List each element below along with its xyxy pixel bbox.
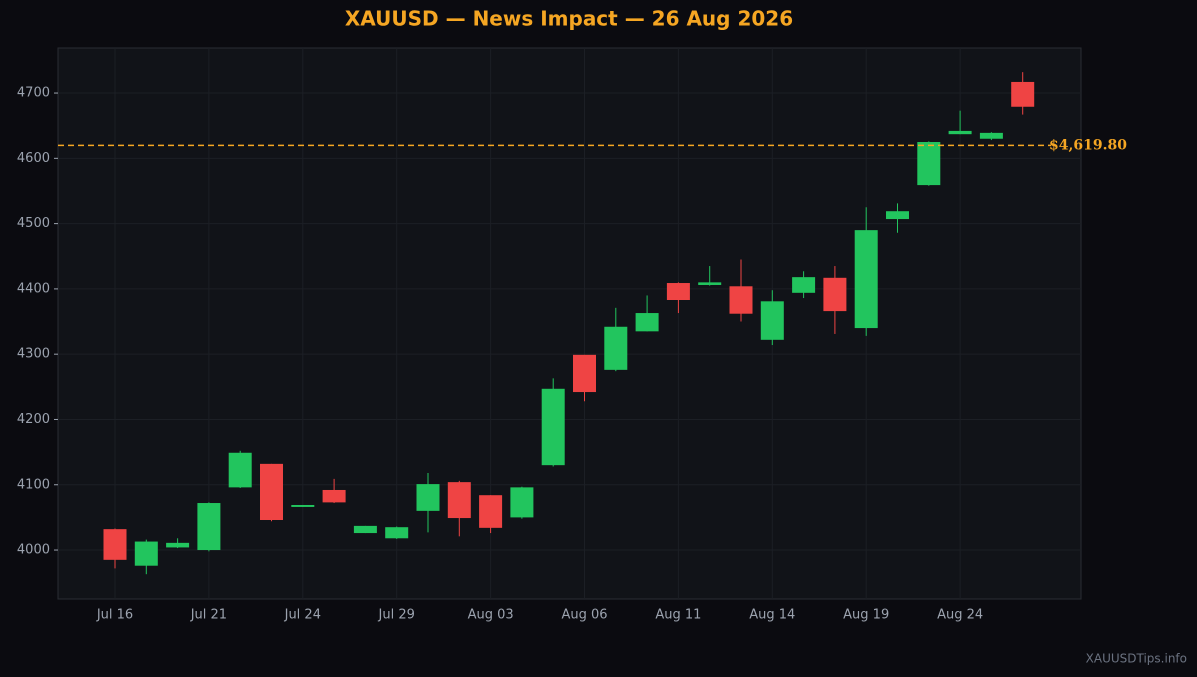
x-tick-label: Jul 29 bbox=[378, 608, 415, 623]
candle-body bbox=[228, 452, 252, 488]
candle-body bbox=[197, 503, 221, 551]
y-tick-label: 4300 bbox=[17, 347, 50, 362]
candle-body bbox=[792, 277, 816, 293]
candle-body bbox=[886, 211, 909, 220]
candle-body bbox=[666, 283, 690, 300]
candle-body bbox=[541, 388, 565, 466]
x-tick-label: Jul 16 bbox=[96, 608, 133, 623]
candle-body bbox=[385, 527, 409, 539]
candle-body bbox=[635, 313, 659, 332]
watermark: XAUUSDTips.info bbox=[1086, 652, 1187, 666]
chart-title: XAUUSD — News Impact — 26 Aug 2026 bbox=[345, 7, 793, 31]
candle-body bbox=[917, 142, 941, 186]
y-tick-label: 4200 bbox=[17, 412, 50, 427]
candle-body bbox=[979, 132, 1003, 139]
candle-body bbox=[573, 354, 596, 393]
candle-body bbox=[760, 301, 784, 340]
candle-body bbox=[948, 130, 972, 135]
x-tick-label: Aug 24 bbox=[937, 608, 983, 623]
candle-body bbox=[604, 326, 628, 370]
candle-body bbox=[510, 487, 534, 518]
x-tick-label: Jul 21 bbox=[190, 608, 227, 623]
candle-body bbox=[416, 484, 440, 511]
x-tick-label: Jul 24 bbox=[284, 608, 321, 623]
x-tick-label: Aug 19 bbox=[843, 608, 889, 623]
y-tick-label: 4000 bbox=[17, 543, 50, 558]
candle-body bbox=[823, 277, 847, 312]
candle-body bbox=[447, 482, 471, 519]
candle-body bbox=[479, 495, 503, 528]
x-tick-label: Aug 11 bbox=[655, 608, 701, 623]
candle-body bbox=[322, 489, 346, 503]
y-tick-label: 4400 bbox=[17, 281, 50, 296]
candle-body bbox=[1011, 81, 1035, 107]
candle-body bbox=[353, 525, 377, 534]
candle-body bbox=[260, 463, 283, 521]
candle-body bbox=[166, 542, 190, 548]
candle-body bbox=[854, 230, 878, 329]
candle-body bbox=[103, 529, 127, 560]
y-tick-label: 4500 bbox=[17, 216, 50, 231]
candle-body bbox=[134, 541, 158, 566]
candle-body bbox=[291, 504, 315, 507]
x-tick-label: Aug 06 bbox=[561, 608, 607, 623]
reference-label: $4,619.80 bbox=[1049, 137, 1127, 153]
x-tick-label: Aug 14 bbox=[749, 608, 795, 623]
plot-area bbox=[57, 47, 1082, 600]
candle-body bbox=[698, 282, 722, 285]
candle-body bbox=[729, 286, 753, 314]
x-tick-label: Aug 03 bbox=[468, 608, 514, 623]
y-tick-label: 4700 bbox=[17, 86, 50, 101]
y-tick-label: 4100 bbox=[17, 477, 50, 492]
y-tick-label: 4600 bbox=[17, 151, 50, 166]
